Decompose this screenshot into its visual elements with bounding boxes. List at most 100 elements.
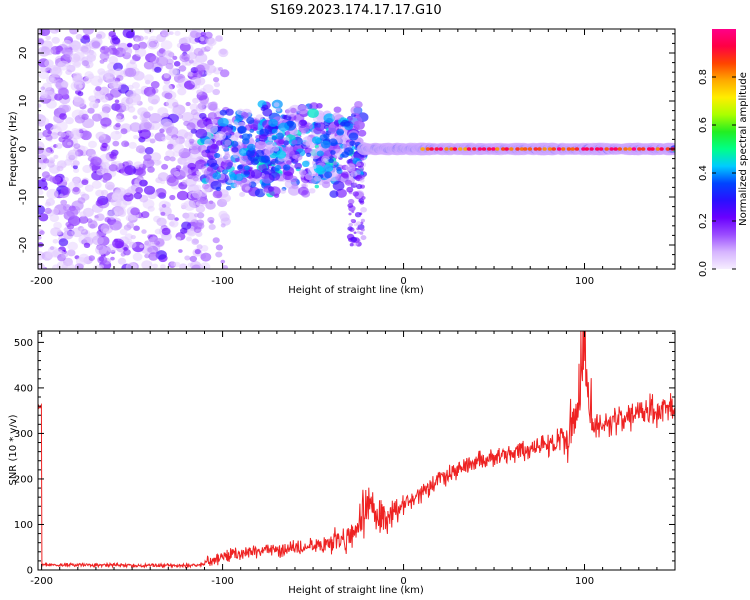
heatmap-cell (481, 147, 487, 151)
heatmap-cell (161, 136, 167, 141)
heatmap-cell (225, 108, 234, 116)
heatmap-cell (149, 138, 156, 144)
heatmap-cell (342, 173, 349, 179)
heatmap-cell (134, 165, 140, 169)
heatmap-cell (306, 152, 312, 157)
heatmap-cell (351, 210, 355, 214)
heatmap-cell (168, 67, 180, 77)
heatmap-cell (47, 246, 59, 256)
heatmap-cell (348, 212, 352, 216)
heatmap-cell (153, 160, 161, 166)
heatmap-cell (523, 147, 528, 151)
heatmap-cell (294, 162, 302, 170)
heatmap-cell (350, 105, 362, 115)
heatmap-cell (650, 147, 655, 151)
heatmap-cell (130, 235, 136, 240)
y-tick-label: 400 (14, 383, 33, 394)
heatmap-cell (191, 264, 202, 269)
heatmap-cell (160, 40, 173, 50)
heatmap-cell (289, 175, 298, 183)
heatmap-cell (215, 186, 222, 192)
heatmap-cell (444, 147, 449, 151)
heatmap-cell (45, 35, 51, 41)
heatmap-cell (141, 117, 148, 123)
heatmap-cell (83, 76, 92, 84)
heatmap-cell (126, 221, 135, 229)
heatmap-cell (163, 155, 171, 162)
heatmap-cell (249, 128, 255, 133)
heatmap-cell (99, 45, 110, 55)
heatmap-cell (174, 30, 181, 36)
heatmap-cell (122, 47, 133, 56)
heatmap-cell (124, 166, 134, 175)
heatmap-cell (171, 107, 180, 115)
heatmap-cell (162, 50, 174, 60)
heatmap-cell (114, 68, 124, 77)
heatmap-cell (556, 147, 562, 151)
heatmap-cell (659, 147, 664, 151)
heatmap-cell (225, 185, 232, 191)
heatmap-cell (598, 147, 604, 151)
heatmap-cell (66, 207, 79, 218)
heatmap-cell (320, 140, 331, 149)
heatmap-cell (109, 220, 122, 231)
heatmap-cell (44, 59, 54, 68)
heatmap-cell (45, 198, 56, 206)
heatmap-cell (73, 177, 80, 183)
heatmap-cell (348, 222, 354, 227)
heatmap-cell (100, 117, 112, 127)
heatmap-cell (129, 95, 141, 106)
snr-panel: -200 -100 0 100 0 100 200 300 400 500 Height of s… (8, 330, 676, 596)
heatmap-cell (491, 147, 496, 151)
heatmap-cell (90, 156, 102, 167)
heatmap-cell (495, 147, 500, 151)
heatmap-cell (169, 220, 179, 228)
y-tick-label: -20 (18, 237, 29, 253)
heatmap-cell (298, 169, 307, 176)
heatmap-cell (349, 140, 356, 146)
heatmap-cell (234, 173, 244, 182)
heatmap-cell (38, 213, 49, 222)
heatmap-cell (190, 175, 195, 180)
snr-ylabel: SNR (10 * v/v) (8, 414, 19, 485)
heatmap-cell (108, 81, 117, 89)
heatmap-cell (159, 128, 165, 133)
heatmap-cell (160, 211, 166, 216)
heatmap-cell (344, 179, 353, 186)
heatmap-cell (584, 147, 589, 151)
heatmap-cell (265, 141, 276, 151)
heatmap-cell (190, 109, 198, 116)
heatmap-cell (191, 238, 199, 245)
heatmap-cell (196, 244, 203, 250)
heatmap-cell (329, 190, 339, 198)
heatmap-cell (205, 176, 215, 184)
colorbar: 0.0 0.2 0.4 0.6 0.8 Normalized spectral ampl… (698, 29, 749, 277)
heatmap-cell (347, 203, 354, 209)
heatmap-cell (255, 114, 264, 121)
x-tick-label: 100 (575, 576, 594, 587)
heatmap-cell (96, 168, 105, 176)
heatmap-cell (438, 147, 443, 151)
heatmap-cell (133, 135, 139, 140)
heatmap-cell (617, 147, 622, 151)
heatmap-cell (82, 34, 90, 40)
heatmap-cell (208, 224, 216, 230)
heatmap-cell (348, 198, 355, 205)
heatmap-cell (332, 161, 338, 166)
heatmap-cell (183, 200, 196, 211)
snr-frame (37, 330, 676, 571)
heatmap-cell (88, 95, 97, 102)
heatmap-cell (99, 59, 105, 64)
heatmap-cell (143, 60, 155, 70)
heatmap-cell (121, 104, 130, 112)
heatmap-cell (286, 160, 292, 166)
heatmap-cell (307, 108, 319, 118)
heatmap-cell (332, 180, 345, 191)
heatmap-cell (330, 150, 336, 155)
heatmap-cell (210, 101, 218, 108)
heatmap-cell (253, 127, 258, 131)
heatmap-cell (66, 223, 75, 230)
y-tick-label: 200 (14, 474, 33, 485)
heatmap-cell (76, 72, 82, 77)
heatmap-cell (160, 264, 166, 269)
